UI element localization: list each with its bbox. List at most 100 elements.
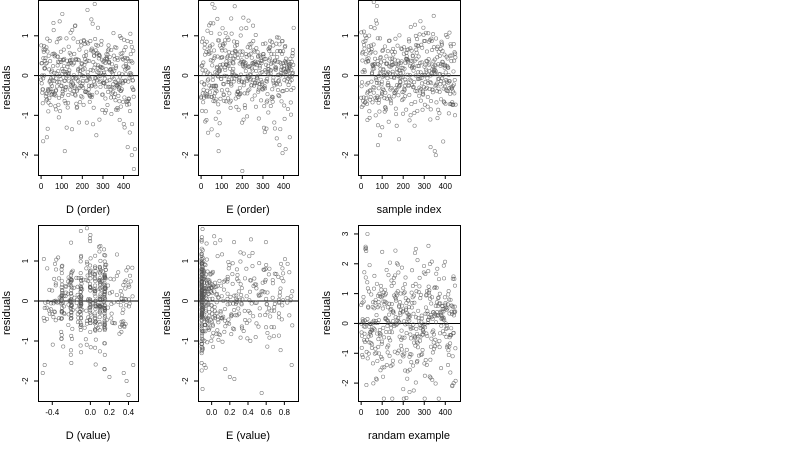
scatter-point [61, 47, 66, 52]
scatter-point [89, 46, 94, 51]
scatter-point [84, 226, 89, 231]
scatter-point [420, 89, 425, 94]
scatter-point [78, 323, 83, 328]
scatter-point [443, 321, 448, 326]
scatter-point [431, 328, 436, 333]
scatter-point [126, 304, 131, 309]
scatter-point [394, 322, 399, 327]
scatter-point [234, 42, 239, 47]
scatter-point [438, 47, 443, 52]
scatter-point [228, 81, 233, 86]
scatter-point [408, 113, 413, 118]
scatter-point [262, 84, 267, 89]
scatter-point [425, 309, 430, 314]
scatter-point [210, 1, 215, 6]
x-axis-label: randam example [368, 430, 450, 442]
scatter-point [266, 272, 271, 277]
scatter-point [45, 36, 50, 41]
scatter-point [210, 63, 215, 68]
scatter-point [398, 310, 403, 315]
scatter-point [437, 72, 442, 77]
scatter-point [201, 87, 206, 92]
scatter-point [415, 358, 420, 363]
scatter-point [290, 71, 295, 76]
scatter-point [408, 336, 413, 341]
scatter-point [73, 23, 78, 28]
scatter-point [222, 98, 227, 103]
scatter-point [248, 278, 253, 283]
scatter-point [250, 251, 255, 256]
scatter-point [104, 67, 109, 72]
scatter-point [381, 396, 386, 401]
scatter-point [281, 88, 286, 93]
scatter-point [208, 50, 213, 55]
scatter-point [430, 87, 435, 92]
scatter-point [264, 296, 269, 301]
scatter-point [69, 271, 74, 276]
scatter-point [68, 87, 73, 92]
scatter-point [102, 259, 107, 264]
scatter-point [70, 28, 75, 33]
y-tick-label: 3 [341, 231, 350, 236]
scatter-point [266, 306, 271, 311]
scatter-point [127, 130, 132, 135]
scatter-point [365, 316, 370, 321]
scatter-point [436, 396, 441, 401]
scatter-point [265, 92, 270, 97]
y-tick-label: -1 [181, 337, 190, 345]
scatter-point [98, 287, 103, 292]
scatter-point [375, 358, 380, 363]
scatter-point [215, 16, 220, 21]
scatter-point [40, 101, 45, 106]
scatter-point [240, 297, 245, 302]
scatter-point [250, 264, 255, 269]
scatter-point [436, 277, 441, 282]
scatter-point [54, 84, 59, 89]
scatter-point [427, 288, 432, 293]
scatter-point [432, 344, 437, 349]
scatter-point [111, 82, 116, 87]
scatter-point [431, 332, 436, 337]
scatter-point [204, 302, 209, 307]
scatter-point [400, 335, 405, 340]
scatter-point [233, 301, 238, 306]
scatter-point [65, 71, 70, 76]
scatter-point [212, 56, 217, 61]
scatter-point [416, 308, 421, 313]
scatter-point [106, 283, 111, 288]
scatter-point [126, 282, 131, 287]
scatter-point [278, 73, 283, 78]
scatter-point [379, 339, 384, 344]
scatter-point [425, 104, 430, 109]
scatter-point [223, 30, 228, 35]
scatter-point [270, 295, 275, 300]
y-axis-label: residuals [161, 290, 173, 335]
x-axis-label: E (order) [226, 204, 269, 216]
scatter-point [280, 51, 285, 56]
scatter-point [383, 291, 388, 296]
scatter-point [232, 376, 237, 381]
scatter-point [367, 97, 372, 102]
scatter-point [450, 383, 455, 388]
scatter-point [404, 396, 409, 401]
scatter-point [449, 53, 454, 58]
scatter-point [124, 378, 129, 383]
scatter-point [394, 261, 399, 266]
y-tick-label: 1 [181, 33, 190, 38]
scatter-point [403, 60, 408, 65]
scatter-point [63, 285, 68, 290]
scatter-point [434, 271, 439, 276]
scatter-point [103, 60, 108, 65]
scatter-point [403, 322, 408, 327]
scatter-point [98, 286, 103, 291]
scatter-point [283, 44, 288, 49]
scatter-point [225, 87, 230, 92]
scatter-point [236, 289, 241, 294]
scatter-point [440, 60, 445, 65]
scatter-point [207, 278, 212, 283]
scatter-point [43, 66, 48, 71]
scatter-point [59, 278, 64, 283]
scatter-point [244, 294, 249, 299]
